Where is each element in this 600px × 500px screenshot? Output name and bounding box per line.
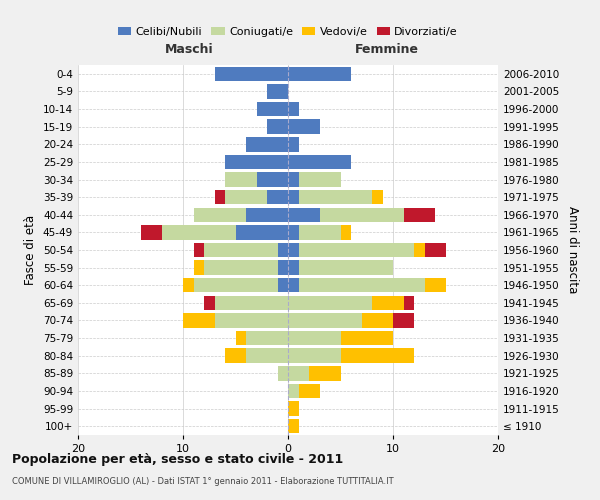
Bar [215,296,288,310]
Bar [299,243,414,257]
Legend: Celibi/Nubili, Coniugati/e, Vedovi/e, Divorziati/e: Celibi/Nubili, Coniugati/e, Vedovi/e, Di… [113,22,463,42]
Bar [288,243,299,257]
Bar [204,260,277,275]
Bar [299,384,320,398]
Bar [246,348,288,363]
Bar [235,225,288,240]
Bar [288,66,351,81]
Bar [246,137,288,152]
Bar [288,348,341,363]
Bar [288,154,351,169]
Bar [288,402,299,416]
Bar [193,278,277,292]
Bar [404,208,435,222]
Bar [162,225,235,240]
Bar [299,225,341,240]
Text: Femmine: Femmine [355,43,419,56]
Bar [267,120,288,134]
Y-axis label: Anni di nascita: Anni di nascita [566,206,579,294]
Bar [257,102,288,117]
Bar [404,296,414,310]
Bar [288,419,299,434]
Bar [225,190,267,204]
Bar [204,296,215,310]
Bar [183,314,215,328]
Bar [215,66,288,81]
Bar [215,190,225,204]
Bar [257,172,288,186]
Bar [277,260,288,275]
Bar [277,278,288,292]
Bar [204,243,277,257]
Bar [288,278,299,292]
Bar [277,243,288,257]
Bar [193,243,204,257]
Bar [193,208,246,222]
Bar [288,384,299,398]
Bar [372,190,383,204]
Bar [246,208,288,222]
Bar [183,278,193,292]
Bar [299,278,425,292]
Text: COMUNE DI VILLAMIROGLIO (AL) - Dati ISTAT 1° gennaio 2011 - Elaborazione TUTTITA: COMUNE DI VILLAMIROGLIO (AL) - Dati ISTA… [12,478,394,486]
Bar [288,296,372,310]
Bar [288,331,341,345]
Bar [288,102,299,117]
Text: Popolazione per età, sesso e stato civile - 2011: Popolazione per età, sesso e stato civil… [12,452,343,466]
Bar [288,172,299,186]
Bar [288,314,361,328]
Bar [288,366,309,380]
Bar [299,190,372,204]
Bar [288,190,299,204]
Bar [320,208,404,222]
Bar [277,366,288,380]
Bar [341,348,414,363]
Y-axis label: Fasce di età: Fasce di età [25,215,37,285]
Bar [393,314,414,328]
Bar [288,208,320,222]
Bar [267,190,288,204]
Bar [288,120,320,134]
Bar [288,260,299,275]
Bar [425,278,445,292]
Text: Maschi: Maschi [165,43,214,56]
Bar [141,225,162,240]
Bar [372,296,404,310]
Bar [299,172,341,186]
Bar [235,331,246,345]
Bar [225,172,257,186]
Bar [215,314,288,328]
Bar [341,331,393,345]
Bar [288,225,299,240]
Bar [309,366,341,380]
Bar [225,154,288,169]
Bar [225,348,246,363]
Bar [425,243,445,257]
Bar [246,331,288,345]
Bar [299,260,393,275]
Bar [361,314,393,328]
Bar [288,137,299,152]
Bar [193,260,204,275]
Bar [341,225,351,240]
Bar [414,243,425,257]
Bar [267,84,288,98]
